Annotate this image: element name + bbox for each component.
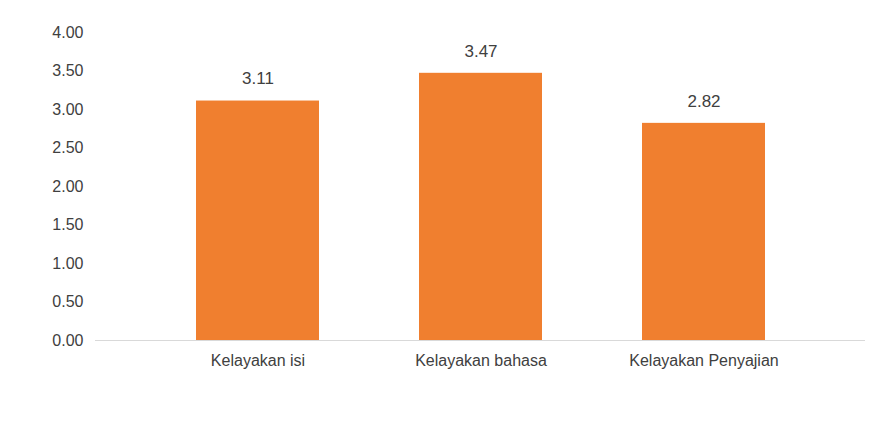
svg-text:3.00: 3.00 [52, 101, 83, 118]
svg-text:4.00: 4.00 [52, 24, 83, 41]
svg-text:2.50: 2.50 [52, 139, 83, 156]
svg-text:2.00: 2.00 [52, 178, 83, 195]
svg-text:3.47: 3.47 [464, 42, 497, 61]
svg-text:Kelayakan isi: Kelayakan isi [211, 352, 305, 369]
svg-text:0.50: 0.50 [52, 293, 83, 310]
svg-text:0.00: 0.00 [52, 332, 83, 349]
svg-text:1.50: 1.50 [52, 216, 83, 233]
svg-text:3.50: 3.50 [52, 62, 83, 79]
svg-text:2.82: 2.82 [687, 92, 720, 111]
svg-text:Kelayakan bahasa: Kelayakan bahasa [415, 352, 547, 369]
svg-text:Kelayakan Penyajian: Kelayakan Penyajian [629, 352, 778, 369]
svg-text:3.11: 3.11 [242, 69, 274, 88]
svg-text:1.00: 1.00 [52, 255, 83, 272]
